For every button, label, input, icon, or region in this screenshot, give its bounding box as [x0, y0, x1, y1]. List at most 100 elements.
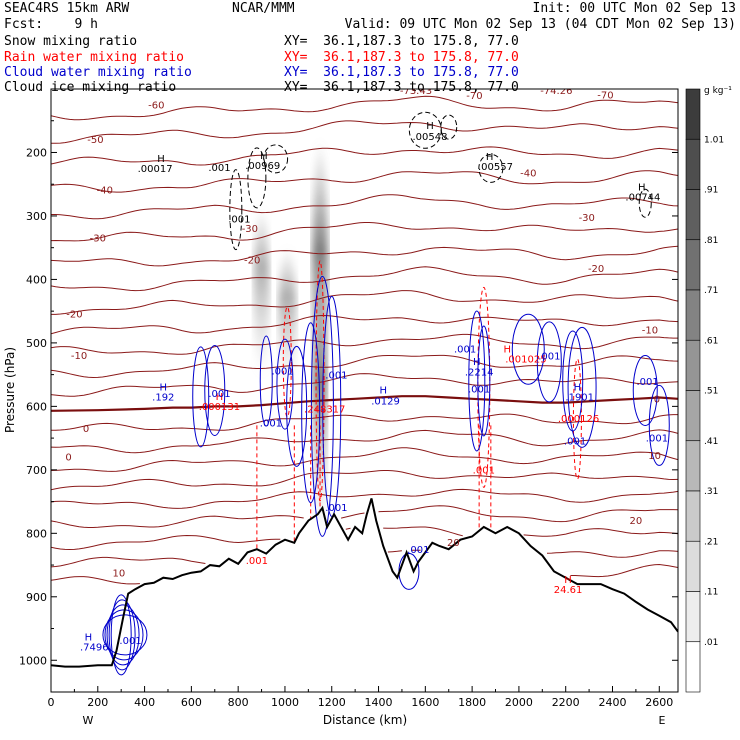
y-tick-label: 600 [26, 400, 47, 413]
field-extremum-label: H [486, 152, 494, 163]
isotherm-line [51, 505, 678, 528]
isotherm-label: -74.26 [540, 86, 572, 97]
colorbar-level-label: .51 [704, 387, 718, 397]
y-tick-label: 700 [26, 464, 47, 477]
field-extremum-label: 24.61 [554, 585, 583, 596]
field-extremum-label: H [564, 575, 572, 586]
field-extremum-label: H [85, 633, 93, 644]
field-extremum-label: .001 [228, 214, 250, 225]
isotherm-line [51, 266, 678, 292]
field-extremum-label: .001 [473, 466, 495, 477]
field-extremum-label: .00548 [413, 132, 448, 143]
colorbar-level-label: .41 [704, 437, 718, 447]
field-extremum-label: H [473, 357, 481, 368]
field-extremum-label: .0129 [371, 396, 400, 407]
isotherm-line [51, 563, 678, 585]
cloud-water-contour [108, 599, 136, 671]
colorbar-level-label: .21 [704, 537, 718, 547]
cloud-water-contour [204, 345, 226, 436]
isotherm-label: 0 [83, 424, 89, 435]
cloud-water-contour [276, 338, 294, 430]
field-extremum-label: .001 [325, 370, 347, 381]
plot-frame [50, 88, 679, 693]
field-extremum-label: .001 [636, 377, 658, 388]
isotherm-line [51, 413, 678, 431]
isotherm-line [51, 95, 678, 121]
isotherm-label: 0 [654, 395, 660, 406]
forecast-hour: Fcst: 9 h [4, 17, 98, 32]
colorbar-swatch [685, 189, 701, 241]
field-extremum-label: .00557 [478, 162, 513, 173]
cloud-ice-contour [229, 169, 243, 251]
cloud-water-contour [632, 355, 658, 426]
y-tick-label: 300 [26, 210, 47, 223]
field-name-cloud-water: Cloud water mixing ratio [4, 65, 192, 80]
colorbar-swatch [685, 440, 701, 492]
isotherm-label: -10 [71, 351, 87, 362]
field-extremum-label: H [379, 386, 387, 397]
isotherm-label: 10 [112, 568, 125, 579]
field-extremum-label: .000126 [558, 414, 599, 425]
isotherm-label: -10 [642, 325, 658, 336]
cloud-water-contour [648, 384, 670, 466]
cloud-water-contour [259, 335, 273, 427]
x-tick-label: 1800 [458, 696, 486, 709]
colorbar-level-label: .31 [704, 487, 718, 497]
cloud-water-contour [310, 275, 334, 537]
x-tick-label: 1000 [271, 696, 299, 709]
freezing-level-line [51, 395, 678, 412]
cloud-water-contour [110, 594, 132, 676]
field-extremum-label: H [216, 392, 224, 403]
colorbar-level-label: .61 [704, 336, 718, 346]
isotherm-label: -30 [90, 233, 106, 244]
x-tick-label: 2400 [598, 696, 626, 709]
x-tick-label: 1200 [318, 696, 346, 709]
colorbar-level-label: .01 [704, 638, 718, 648]
isotherm-line [51, 290, 678, 315]
isotherm-line [51, 314, 678, 335]
field-xy-cloud-ice: XY= 36.1,187.3 to 175.8, 77.0 [284, 80, 519, 95]
y-tick-label: 500 [26, 337, 47, 350]
field-extremum-label: .00017 [138, 164, 173, 175]
isotherm-label: -40 [97, 186, 113, 197]
field-extremum-label: .001025 [505, 355, 546, 366]
isotherm-line [51, 447, 678, 472]
y-tick-label: 200 [26, 146, 47, 159]
field-extremum-label: .000131 [199, 402, 240, 413]
center-title: NCAR/MMM [232, 1, 295, 16]
isotherm-label: 10 [648, 451, 661, 462]
isotherm-label: -50 [87, 135, 103, 146]
isotherm-line [51, 333, 678, 355]
cloud-water-contour [192, 346, 210, 448]
x-axis-east-label: E [659, 714, 666, 727]
shaded-plume [253, 207, 270, 378]
field-xy-cloud-water: XY= 36.1,187.3 to 175.8, 77.0 [284, 65, 519, 80]
field-extremum-label: .001 [208, 163, 230, 174]
isotherm-label: -30 [242, 224, 258, 235]
cloud-water-contour [102, 614, 148, 656]
colorbar-swatch [685, 591, 701, 643]
isotherm-line [51, 120, 678, 144]
x-tick-label: 1400 [365, 696, 393, 709]
colorbar-swatch [685, 490, 701, 542]
isotherm-label: -70 [597, 91, 613, 102]
field-extremum-label: H [157, 154, 165, 165]
field-extremum-label: H [260, 151, 268, 162]
cloud-water-contour [106, 604, 140, 666]
field-extremum-label: .1901 [565, 393, 594, 404]
isotherm-label: 0 [65, 452, 71, 463]
colorbar-level-label: 1.01 [704, 135, 724, 145]
y-tick-label: 900 [26, 591, 47, 604]
y-axis-label: Pressure (hPa) [3, 347, 17, 433]
isotherm-label: -73.43 [400, 86, 432, 97]
rain-water-contour [315, 260, 325, 502]
x-tick-label: 2200 [552, 696, 580, 709]
colorbar-swatch [685, 138, 701, 190]
rain-water-contour [572, 358, 582, 480]
field-extremum-label: .001 [538, 351, 560, 362]
valid-time: Valid: 09 UTC Mon 02 Sep 13 (04 CDT Mon … [344, 17, 736, 32]
cloud-ice-contour [263, 144, 289, 174]
x-tick-label: 2600 [645, 696, 673, 709]
colorbar-level-label: .91 [704, 186, 718, 196]
